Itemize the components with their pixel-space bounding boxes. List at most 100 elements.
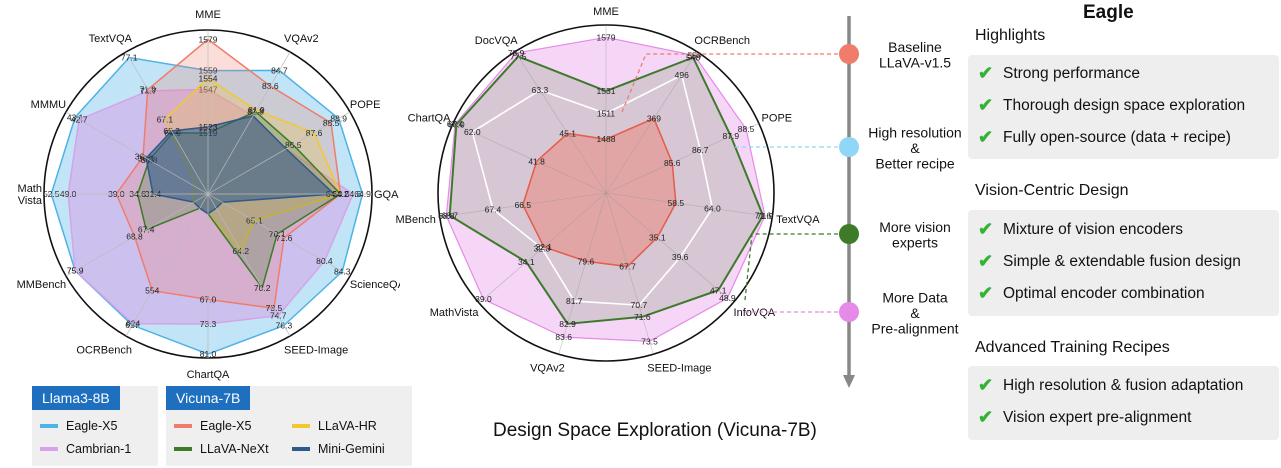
axis-label-ocrbench: OCRBench: [694, 35, 750, 47]
timeline-label-2-line: High resolution: [868, 125, 961, 141]
stage-area-3: [448, 55, 765, 325]
check-icon: ✔: [978, 407, 994, 427]
timeline-node-3: [839, 224, 859, 244]
axis-line-pope: [605, 122, 759, 194]
legend-label: Eagle-X5: [66, 419, 118, 433]
feature-item: ✔ Simple & extendable fusion design: [978, 251, 1241, 272]
feature-label: High resolution & fusion adaptation: [1003, 376, 1244, 394]
axis-line-seed-image: [207, 193, 291, 337]
axis-label-mmbench-line: MMBench: [17, 279, 67, 291]
timeline-label-2-line: &: [910, 140, 920, 156]
axis-label-seed-image: SEED-Image: [647, 363, 711, 375]
stage-area-2: [471, 74, 714, 307]
data-label-stage1-mmbench: 66.5: [515, 200, 532, 210]
data-label-stage4-mathvista: 39.0: [475, 294, 492, 304]
data-label-stage2-chartqa: 62.0: [464, 127, 481, 137]
data-label-stage1-vqav2: 79.6: [578, 256, 595, 266]
feature-item: ✔ Thorough design space exploration: [978, 95, 1245, 116]
axis-label-gqa-line: GQA: [374, 189, 399, 201]
data-label-stage2-mathvista: 32.3: [534, 243, 551, 253]
legend-item-eagle-x5-vicuna: Eagle-X5: [174, 419, 251, 433]
timeline-label-4-line: &: [910, 305, 920, 321]
section-title-training: Advanced Training Recipes: [975, 339, 1170, 356]
data-label-stage4-textvqa: 71.9: [757, 211, 774, 221]
data-label-stage3-mme: 1531: [597, 86, 616, 96]
axis-label-mmmu-line: MMMU: [31, 99, 66, 111]
timeline-label-3-line: More vision: [879, 219, 951, 235]
data-label-stage2-infovqa: 39.6: [672, 252, 689, 262]
legend-label: Mini-Gemini: [318, 442, 385, 456]
feature-label: Thorough design space exploration: [1003, 96, 1246, 114]
axis-label-chartqa: ChartQA: [187, 369, 230, 381]
axis-label-ocrbench-line: OCRBench: [76, 345, 132, 357]
legend-item-llava-hr: LLaVA-HR: [292, 419, 377, 433]
axis-label-scienceqa-line: ScienceQA: [350, 279, 400, 291]
axis-label-seed-image-line: SEED-Image: [284, 345, 348, 357]
axis-label-chartqa: ChartQA: [408, 112, 451, 124]
axis-label-vqav2-line: VQAv2: [284, 33, 319, 45]
data-label-stage4-chartqa: 67.4: [447, 119, 464, 129]
data-label-stage2-docvqa: 63.3: [532, 85, 549, 95]
timeline-label-1-line: Baseline: [888, 39, 942, 55]
data-label-stage1-mathvista: 32.1: [536, 242, 553, 252]
feature-item: ✔ Optimal encoder combination: [978, 283, 1205, 304]
check-icon: ✔: [978, 283, 994, 303]
timeline-label-1-line: LLaVA-v1.5: [879, 55, 951, 71]
data-label-stage2-pope: 86.7: [692, 145, 709, 155]
axis-label-mme: MME: [593, 6, 619, 18]
axis-label-mmbench: MMBench: [395, 214, 436, 226]
data-label-stage3-docvqa: 77.5: [510, 51, 527, 61]
section-box-highlights: ✔ Strong performance ✔ Thorough design spa…: [968, 55, 1279, 159]
timeline-label-2-line: Better recipe: [875, 155, 955, 171]
axis-label-textvqa: TextVQA: [776, 214, 820, 226]
data-label-stage3-seed-image: 71.6: [634, 312, 651, 322]
data-label-stage3-textvqa: 71.6: [755, 211, 772, 221]
axis-line-seed-image: [605, 192, 654, 355]
data-label-stage3-infovqa: 47.1: [710, 285, 727, 295]
timeline-label-3-line: experts: [892, 235, 938, 251]
data-label-stage2-mme: 1511: [597, 108, 616, 118]
feature-item: ✔ Strong performance: [978, 63, 1140, 84]
data-label-stage1-textvqa: 58.5: [668, 198, 685, 208]
timeline-label-4-line: Pre-alignment: [871, 320, 958, 336]
section-title-vision-centric: Vision-Centric Design: [975, 182, 1129, 199]
axis-label-mmbench: MMBench: [17, 279, 67, 291]
check-icon: ✔: [978, 219, 994, 239]
data-label-stage1-pope: 85.6: [664, 158, 681, 168]
design-space-title: Design Space Exploration (Vicuna-7B): [493, 420, 817, 441]
data-label-stage2-mmbench: 67.4: [485, 204, 502, 214]
axis-line-textvqa: [605, 192, 773, 218]
axis-line-scienceqa: [207, 193, 351, 277]
data-label-stage4-vqav2: 83.6: [555, 332, 572, 342]
data-label-stage1-seed-image: 67.7: [619, 262, 636, 272]
data-label-stage4-infovqa: 48.9: [719, 293, 736, 303]
data-label-stage1-chartqa: 41.8: [528, 156, 545, 166]
axis-label-pope: POPE: [350, 99, 381, 111]
data-label-stage2-textvqa: 64.0: [704, 203, 721, 213]
radar-chart-design-space: MME OCRBench POPE TextVQA InfoVQA SEED-Image V…: [395, 6, 820, 375]
data-label-stage4-seed-image: 73.5: [641, 336, 658, 346]
data-label-stage2-seed-image: 70.7: [631, 300, 648, 310]
data-label-stage1-mme: 1488: [597, 134, 616, 144]
radar-chart-eagle-comparison: 155984.788.964.984.376.381.062775.952.54…: [17, 9, 400, 381]
stage-area-4: [445, 36, 766, 342]
legend-swatch: [40, 447, 58, 451]
check-icon: ✔: [978, 63, 994, 83]
axis-line-vqav2: [207, 51, 291, 195]
data-label-stage1-infovqa: 35.1: [649, 232, 666, 242]
timeline-node-1: [839, 44, 859, 64]
data-label-stage3-pope: 87.9: [723, 131, 740, 141]
timeline-label-3: More vision experts: [879, 219, 951, 250]
axis-line-mmbench: [439, 192, 607, 218]
axis-line-mathvista: [478, 192, 607, 304]
section-box-training: ✔ High resolution & fusion adaptation ✔ Vi…: [968, 366, 1279, 440]
axis-label-chartqa-line: ChartQA: [187, 369, 230, 381]
axis-line-ocrbench: [125, 193, 209, 337]
axis-line-chartqa: [453, 122, 607, 194]
data-label-stage4-docvqa: 78.9: [508, 48, 525, 58]
check-icon: ✔: [978, 127, 994, 147]
axis-label-mme-line: MME: [195, 9, 221, 21]
data-label-stage4-mme: 1579: [597, 32, 616, 42]
axis-line-infovqa: [605, 192, 734, 304]
